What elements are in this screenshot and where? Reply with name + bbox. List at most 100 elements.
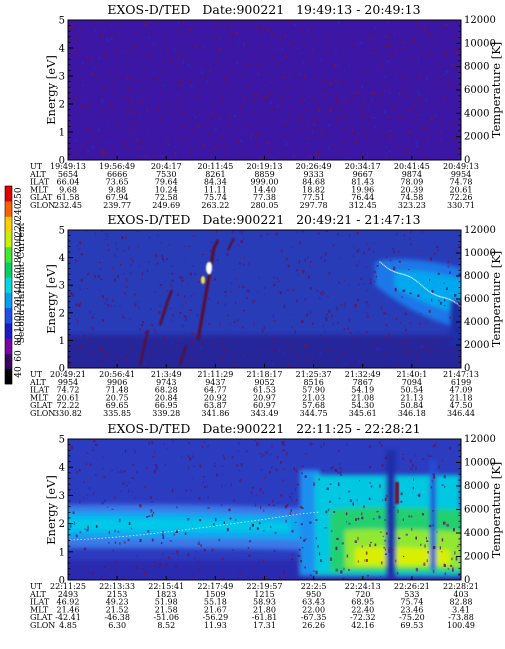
panel-2-noise-speck <box>122 273 125 275</box>
panel-3-noise-speck <box>171 488 174 493</box>
panel-2-noise-speck <box>239 262 242 265</box>
panel-1-glat-value: 75.74 <box>204 193 227 202</box>
panel-1-noise-speck <box>161 61 164 65</box>
panel-1-noise-speck <box>126 51 129 53</box>
panel-1-glon-value: 249.69 <box>152 201 180 210</box>
panel-1-noise-speck <box>71 22 74 26</box>
panel-3-noise-speck <box>221 484 223 488</box>
panel-2-noise-speck <box>309 310 312 315</box>
panel-2-noise-speck <box>328 272 331 275</box>
panel-3-noise-speck <box>432 444 436 448</box>
panel-1-noise-speck <box>318 138 322 140</box>
panel-2-noise-speck <box>86 288 88 289</box>
panel-3-noise-speck <box>298 548 301 551</box>
panel-3-noise-speck <box>193 465 196 468</box>
panel-2-mlt-value: 20.75 <box>106 393 129 402</box>
panel-1-noise-speck <box>297 114 299 119</box>
panel-2-noise-speck <box>388 333 391 337</box>
panel-2-noise-speck <box>294 362 296 366</box>
panel-3-noise-speck <box>295 469 298 473</box>
panel-1-glat-value: 61.58 <box>57 193 80 202</box>
panel-2-noise-speck <box>296 274 299 276</box>
panel-3-glat-value: -61.81 <box>252 613 278 622</box>
panel-1-noise-speck <box>135 138 139 141</box>
panel-1-noise-speck <box>283 20 285 22</box>
panel-2-noise-speck <box>331 314 333 318</box>
panel-3-noise-speck <box>348 522 351 525</box>
panel-1-noise-speck <box>72 54 74 58</box>
panel-3-noise-speck <box>285 519 287 523</box>
panel-3-noise-speck <box>381 563 383 565</box>
panel-3-noise-speck <box>118 518 121 523</box>
panel-3-noise-speck <box>340 469 342 473</box>
panel-1-noise-speck <box>188 80 192 84</box>
panel-1-noise-speck <box>135 127 137 131</box>
panel-3-noise-speck <box>453 528 455 532</box>
panel-1-noise-speck <box>362 73 364 76</box>
panel-3-noise-speck <box>135 470 138 474</box>
panel-3-noise-speck <box>198 540 200 543</box>
panel-1-noise-speck <box>203 76 205 79</box>
panel-2-noise-speck <box>430 340 433 345</box>
panel-1-noise-speck <box>140 101 143 104</box>
panel-3-noise-speck <box>75 534 78 538</box>
panel-2-glon-value: 343.49 <box>251 409 279 418</box>
panel-1-noise-speck <box>299 29 301 32</box>
panel-2-noise-speck <box>246 296 248 299</box>
panel-3-alt-value: 2153 <box>107 590 127 599</box>
panel-3-noise-speck <box>115 561 117 564</box>
panel-3-noise-speck <box>435 442 437 446</box>
panel-1-ilat-value: 999.00 <box>251 178 279 187</box>
panel-1-noise-speck <box>130 40 132 44</box>
panel-1-noise-speck <box>111 148 114 152</box>
panel-2-noise-speck <box>190 294 193 298</box>
panel-1-noise-speck <box>311 21 313 25</box>
panel-2-noise-speck <box>337 232 339 236</box>
panel-3-noise-speck <box>232 549 234 551</box>
panel-3-noise-speck <box>192 477 194 480</box>
panel-2-noise-speck <box>86 273 90 275</box>
panel-2-noise-speck <box>99 345 102 349</box>
panel-3-noise-speck <box>456 545 459 548</box>
colorbar-tick-label: 120 <box>14 299 24 316</box>
panel-1-noise-speck <box>311 108 313 110</box>
panel-1-noise-speck <box>86 56 88 60</box>
panel-1-noise-speck <box>363 102 365 105</box>
panel-1-noise-speck <box>147 24 150 28</box>
panel-1-noise-speck <box>110 72 112 74</box>
panel-2-noise-speck <box>365 331 368 333</box>
panel-3-noise-speck <box>223 457 225 460</box>
panel-3-noise-speck <box>402 454 405 455</box>
panel-3-noise-speck <box>86 494 88 496</box>
panel-1-noise-speck <box>78 84 80 87</box>
panel-3-noise-speck <box>236 464 239 467</box>
panel-2-noise-speck <box>252 299 255 303</box>
panel-1-noise-speck <box>347 65 350 69</box>
panel-3-noise-speck <box>432 524 434 527</box>
panel-3-y2tick-label: 4000 <box>464 528 489 539</box>
panel-1-noise-speck <box>347 99 351 103</box>
panel-2-noise-speck <box>77 363 79 365</box>
panel-1-noise-speck <box>288 21 290 24</box>
panel-3-noise-speck <box>230 483 232 487</box>
panel-1-noise-speck <box>313 123 316 127</box>
panel-3-noise-speck <box>320 559 322 563</box>
panel-1-noise-speck <box>97 101 99 104</box>
panel-1-noise-speck <box>172 101 174 104</box>
panel-3-noise-speck <box>280 461 283 464</box>
panel-1-ut-value: 20:26:49 <box>296 162 332 171</box>
panel-2-noise-speck <box>241 232 243 236</box>
panel-2-noise-speck <box>304 298 308 300</box>
panel-1-noise-speck <box>375 85 377 87</box>
colorbar-segment <box>5 216 12 232</box>
panel-1-noise-speck <box>101 99 104 103</box>
panel-2-noise-speck <box>348 318 351 322</box>
panel-3-noise-speck <box>135 497 137 499</box>
panel-2-noise-speck <box>433 252 436 255</box>
panel-2-noise-speck <box>438 299 440 302</box>
panel-1-y2tick-label: 6000 <box>464 85 489 96</box>
panel-2-row-label-glat: GLAT <box>30 401 53 410</box>
panel-3-noise-speck <box>100 575 103 579</box>
panel-1-noise-speck <box>360 101 362 105</box>
panel-2-noise-speck <box>332 244 335 247</box>
